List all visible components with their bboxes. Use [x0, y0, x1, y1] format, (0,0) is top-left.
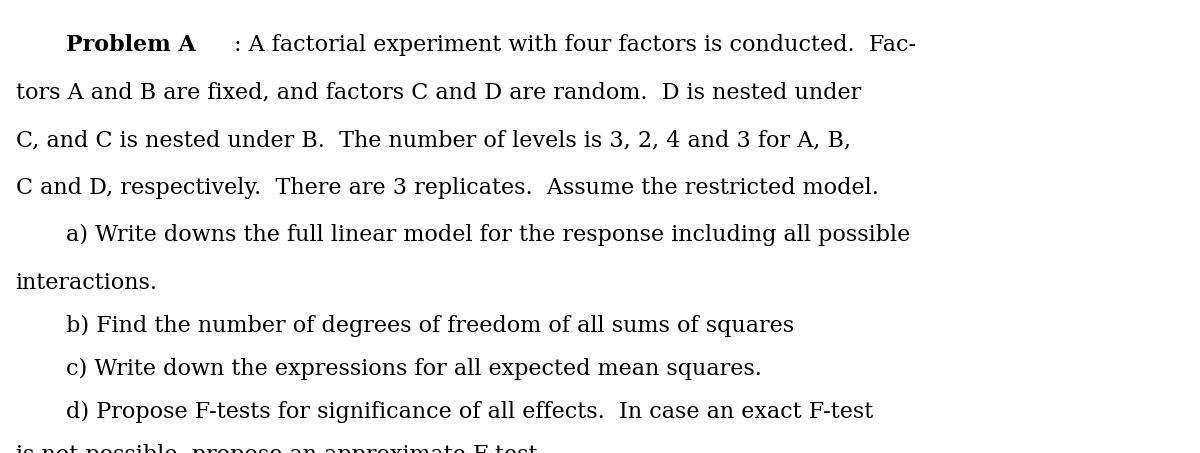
Text: : A factorial experiment with four factors is conducted.  Fac-: : A factorial experiment with four facto… — [234, 34, 916, 56]
Text: C and D, respectively.  There are 3 replicates.  Assume the restricted model.: C and D, respectively. There are 3 repli… — [16, 177, 878, 199]
Text: tors A and B are fixed, and factors C and D are random.  D is nested under: tors A and B are fixed, and factors C an… — [16, 82, 860, 104]
Text: c) Write down the expressions for all expected mean squares.: c) Write down the expressions for all ex… — [66, 358, 762, 380]
Text: C, and C is nested under B.  The number of levels is 3, 2, 4 and 3 for A, B,: C, and C is nested under B. The number o… — [16, 129, 851, 151]
Text: b) Find the number of degrees of freedom of all sums of squares: b) Find the number of degrees of freedom… — [66, 315, 794, 337]
Text: interactions.: interactions. — [16, 272, 157, 294]
Text: a) Write downs the full linear model for the response including all possible: a) Write downs the full linear model for… — [66, 224, 911, 246]
Text: d) Propose F-tests for significance of all effects.  In case an exact F-test: d) Propose F-tests for significance of a… — [66, 401, 874, 423]
Text: is not possible, propose an approximate F-test.: is not possible, propose an approximate … — [16, 444, 545, 453]
Text: Problem A: Problem A — [66, 34, 196, 56]
